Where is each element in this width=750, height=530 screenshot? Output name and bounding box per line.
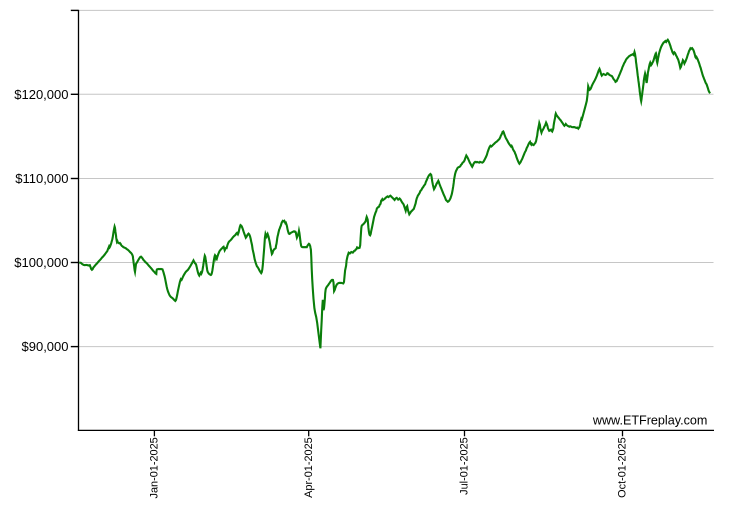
svg-text:$90,000: $90,000 — [22, 339, 69, 354]
svg-text:www.ETFreplay.com: www.ETFreplay.com — [592, 414, 708, 428]
svg-text:$110,000: $110,000 — [15, 171, 68, 186]
svg-text:Jul-01-2025: Jul-01-2025 — [459, 437, 471, 495]
svg-text:$120,000: $120,000 — [14, 87, 68, 102]
svg-text:Jan-01-2025: Jan-01-2025 — [149, 437, 161, 498]
svg-text:Apr-01-2025: Apr-01-2025 — [303, 437, 315, 498]
svg-text:Oct-01-2025: Oct-01-2025 — [617, 437, 629, 498]
svg-text:$100,000: $100,000 — [14, 255, 68, 270]
